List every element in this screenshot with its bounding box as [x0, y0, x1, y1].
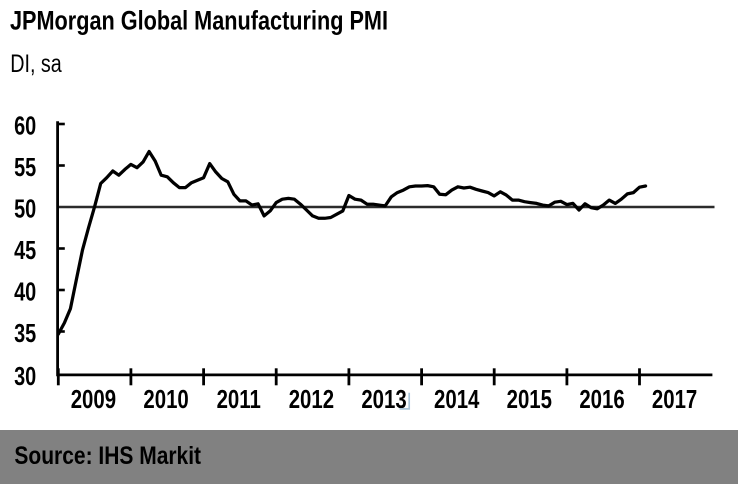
svg-text:45: 45 [14, 235, 36, 264]
svg-text:2011: 2011 [217, 385, 261, 414]
svg-text:2017: 2017 [652, 385, 697, 414]
svg-text:2009: 2009 [71, 385, 116, 414]
svg-text:30: 30 [14, 361, 36, 390]
svg-text:Source: IHS Markit: Source: IHS Markit [14, 441, 201, 469]
svg-text:55: 55 [14, 152, 36, 181]
svg-text:40: 40 [14, 277, 36, 306]
svg-text:2010: 2010 [143, 385, 188, 414]
svg-text:2015: 2015 [507, 385, 553, 414]
svg-text:35: 35 [14, 318, 36, 347]
svg-text:2012: 2012 [289, 385, 334, 414]
svg-text:JPMorgan Global Manufacturing: JPMorgan Global Manufacturing PMI [10, 6, 388, 36]
svg-text:60: 60 [14, 111, 36, 140]
svg-text:DI, sa: DI, sa [10, 50, 62, 78]
svg-text:2014: 2014 [434, 385, 480, 414]
svg-text:2013: 2013 [361, 385, 406, 414]
svg-text:2016: 2016 [579, 385, 624, 414]
svg-text:50: 50 [14, 194, 36, 223]
